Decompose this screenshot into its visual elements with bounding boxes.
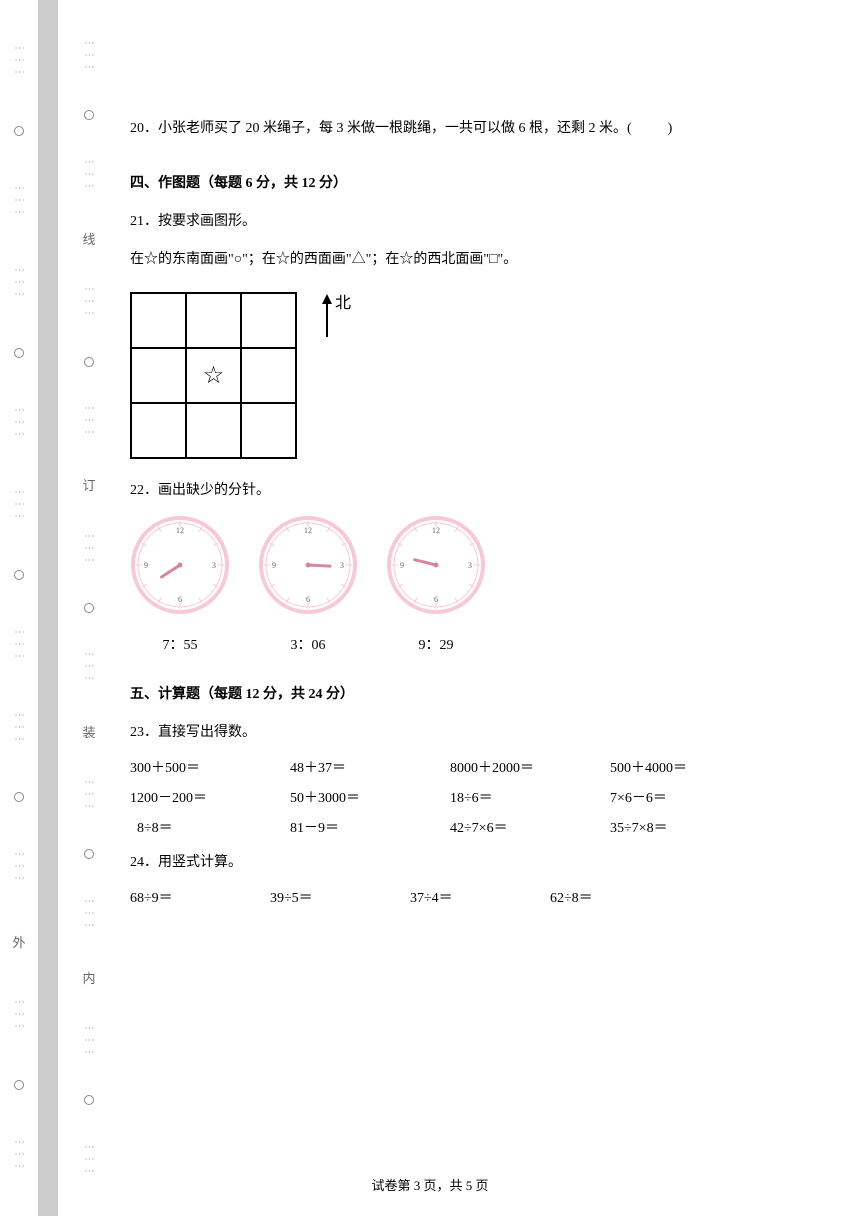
bind-circle [14, 126, 24, 136]
calc-item: 62÷8＝ [550, 887, 690, 907]
svg-text:9: 9 [400, 561, 404, 570]
bind-circle [14, 570, 24, 580]
binding-gray-bar [38, 0, 58, 1216]
section-4-title: 四、作图题（每题 6 分，共 12 分） [130, 171, 770, 196]
question-21: 21．按要求画图形。 [130, 208, 770, 236]
bind-circle [84, 357, 94, 367]
grid-diagram: ☆ 北 [130, 284, 770, 459]
page-footer: 试卷第 3 页，共 5 页 [0, 1175, 860, 1194]
dots: ⋮⋮⋮ [14, 265, 25, 301]
dots: ⋮⋮⋮ [84, 531, 95, 567]
calc-item: 8÷8＝ [130, 817, 290, 837]
dots: ⋮⋮⋮ [84, 157, 95, 193]
dots: ⋮⋮⋮ [14, 1137, 25, 1173]
dots: ⋮⋮⋮ [14, 487, 25, 523]
bind-circle [14, 792, 24, 802]
north-arrow: 北 [317, 292, 357, 342]
svg-text:3: 3 [340, 561, 344, 570]
dots: ⋮⋮⋮ [84, 649, 95, 685]
calc-item: 18÷6＝ [450, 787, 610, 807]
section-5-title: 五、计算题（每题 12 分，共 24 分） [130, 682, 770, 707]
bind-char: 订 [82, 475, 95, 494]
bind-circle [84, 603, 94, 613]
svg-text:12: 12 [304, 526, 312, 535]
question-24: 24．用竖式计算。 [130, 849, 770, 877]
star-cell: ☆ [186, 348, 241, 403]
north-label: 北 [335, 294, 351, 312]
clock-face-1: 12 3 6 9 [130, 515, 230, 615]
dots: ⋮⋮⋮ [14, 997, 25, 1033]
calc-item: 42÷7×6＝ [450, 817, 610, 837]
dots: ⋮⋮⋮ [84, 403, 95, 439]
svg-text:6: 6 [306, 595, 310, 604]
dots: ⋮⋮⋮ [84, 777, 95, 813]
dots: ⋮⋮⋮ [84, 896, 95, 932]
dots: ⋮⋮⋮ [84, 1023, 95, 1059]
dots: ⋮⋮⋮ [84, 38, 95, 74]
clock-1: 12 3 6 9 7：55 [130, 515, 230, 654]
calc-item: 81－9＝ [290, 817, 450, 837]
bind-char: 线 [82, 229, 95, 248]
bind-circle [84, 1095, 94, 1105]
svg-text:9: 9 [144, 561, 148, 570]
clock-2-label: 3：06 [258, 634, 358, 654]
clocks-row: 12 3 6 9 7：55 12 [130, 515, 770, 654]
bind-char-outer: 外 [12, 932, 25, 951]
bind-circle [84, 849, 94, 859]
svg-text:6: 6 [434, 595, 438, 604]
calc-grid-23: 300＋500＝ 48＋37＝ 8000＋2000＝ 500＋4000＝ 120… [130, 757, 770, 837]
calc-item: 37÷4＝ [410, 887, 550, 907]
calc-item: 300＋500＝ [130, 757, 290, 777]
calc-item: 8000＋2000＝ [450, 757, 610, 777]
question-20: 20．小张老师买了 20 米绳子，每 3 米做一根跳绳，一共可以做 6 根，还剩… [130, 115, 770, 143]
main-content: 20．小张老师买了 20 米绳子，每 3 米做一根跳绳，一共可以做 6 根，还剩… [130, 0, 770, 907]
dots: ⋮⋮⋮ [14, 710, 25, 746]
binding-outer: ⋮⋮⋮ ⋮⋮⋮ ⋮⋮⋮ ⋮⋮⋮ ⋮⋮⋮ ⋮⋮⋮ ⋮⋮⋮ ⋮⋮⋮ 外 ⋮⋮⋮ ⋮⋮… [0, 0, 38, 1216]
calc-item: 50＋3000＝ [290, 787, 450, 807]
bind-circle [14, 1080, 24, 1090]
svg-text:12: 12 [432, 526, 440, 535]
clock-3: 12 3 6 9 9：29 [386, 515, 486, 654]
svg-text:3: 3 [468, 561, 472, 570]
clock-3-label: 9：29 [386, 634, 486, 654]
calc-item: 48＋37＝ [290, 757, 450, 777]
question-23: 23．直接写出得数。 [130, 719, 770, 747]
calc-item: 39÷5＝ [270, 887, 410, 907]
clock-1-label: 7：55 [130, 634, 230, 654]
bind-char: 装 [82, 722, 95, 741]
clock-face-3: 12 3 6 9 [386, 515, 486, 615]
svg-text:6: 6 [178, 595, 182, 604]
dots: ⋮⋮⋮ [14, 627, 25, 663]
bind-char: 内 [82, 968, 95, 987]
dots: ⋮⋮⋮ [84, 284, 95, 320]
question-21-desc: 在☆的东南面画"○"；在☆的西面画"△"；在☆的西北面画"□"。 [130, 246, 770, 274]
calc-item: 68÷9＝ [130, 887, 270, 907]
binding-inner: ⋮⋮⋮ ⋮⋮⋮ 线 ⋮⋮⋮ ⋮⋮⋮ 订 ⋮⋮⋮ ⋮⋮⋮ 装 ⋮⋮⋮ ⋮⋮⋮ 内 … [70, 0, 108, 1216]
grid-3x3: ☆ [130, 292, 297, 459]
q20-text: 20．小张老师买了 20 米绳子，每 3 米做一根跳绳，一共可以做 6 根，还剩… [130, 121, 632, 136]
bind-circle [84, 110, 94, 120]
dots: ⋮⋮⋮ [14, 405, 25, 441]
q20-end: ) [668, 121, 673, 136]
calc-item: 7×6－6＝ [610, 787, 770, 807]
dots: ⋮⋮⋮ [84, 1142, 95, 1178]
clock-face-2: 12 3 6 9 [258, 515, 358, 615]
calc-item: 500＋4000＝ [610, 757, 770, 777]
dots: ⋮⋮⋮ [14, 849, 25, 885]
dots: ⋮⋮⋮ [14, 183, 25, 219]
svg-text:9: 9 [272, 561, 276, 570]
svg-text:3: 3 [212, 561, 216, 570]
clock-2: 12 3 6 9 3：06 [258, 515, 358, 654]
calc-item: 35÷7×8＝ [610, 817, 770, 837]
bind-circle [14, 348, 24, 358]
question-22: 22．画出缺少的分针。 [130, 477, 770, 505]
calc-grid-24: 68÷9＝ 39÷5＝ 37÷4＝ 62÷8＝ [130, 887, 770, 907]
dots: ⋮⋮⋮ [14, 43, 25, 79]
calc-item: 1200－200＝ [130, 787, 290, 807]
svg-text:12: 12 [176, 526, 184, 535]
